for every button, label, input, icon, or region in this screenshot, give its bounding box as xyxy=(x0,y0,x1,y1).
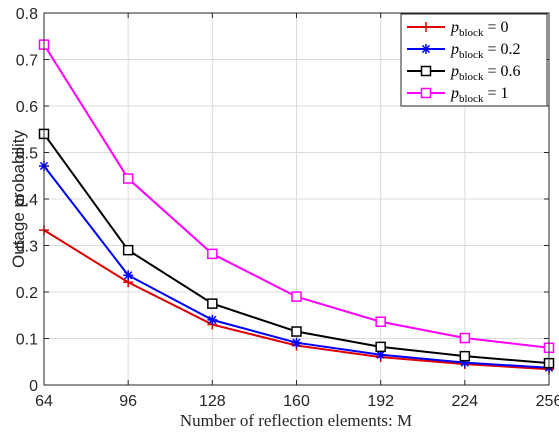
legend-label: pblock = 0 xyxy=(450,19,508,39)
square-marker xyxy=(375,341,386,353)
y-axis-title: Outage probability xyxy=(9,130,28,268)
series-0-2 xyxy=(39,160,554,373)
square-marker xyxy=(207,298,218,309)
square-marker xyxy=(291,291,302,302)
square-marker xyxy=(122,173,134,184)
y-tick-label: 0.4 xyxy=(16,192,38,209)
square-marker xyxy=(207,248,218,260)
asterisk-marker xyxy=(421,44,431,54)
square-marker xyxy=(122,244,134,256)
asterisk-marker xyxy=(123,270,134,281)
y-tick-label: 0.3 xyxy=(16,239,38,256)
x-tick-label: 192 xyxy=(367,393,394,410)
legend-item: pblock = 0.2 xyxy=(407,41,520,61)
square-marker xyxy=(375,316,386,328)
x-tick-label: 224 xyxy=(451,393,478,410)
y-tick-label: 0.1 xyxy=(16,332,38,349)
asterisk-marker xyxy=(375,349,386,360)
legend-item: pblock = 0 xyxy=(407,19,508,39)
asterisk-marker xyxy=(207,314,218,325)
y-tick-label: 0 xyxy=(29,378,38,395)
x-axis-title: Number of reflection elements: M xyxy=(180,411,412,430)
square-marker xyxy=(420,65,432,77)
square-marker xyxy=(291,326,302,337)
y-tick-label: 0.6 xyxy=(16,99,38,116)
plus-marker xyxy=(421,22,431,32)
x-tick-label: 256 xyxy=(536,393,559,410)
legend-label: pblock = 0.2 xyxy=(450,41,520,61)
asterisk-marker xyxy=(459,357,470,368)
y-tick-label: 0.2 xyxy=(16,285,38,302)
legend-item: pblock = 0.6 xyxy=(407,63,520,83)
y-tick-label: 0.8 xyxy=(16,6,38,23)
y-tick-label: 0.7 xyxy=(16,53,38,70)
x-tick-label: 128 xyxy=(199,393,226,410)
square-marker xyxy=(459,332,471,344)
square-marker xyxy=(459,350,471,362)
legend-label: pblock = 1 xyxy=(450,85,508,105)
y-tick-label: 0.5 xyxy=(16,146,38,163)
legend-item: pblock = 1 xyxy=(407,85,508,105)
asterisk-marker xyxy=(291,337,302,348)
x-tick-label: 96 xyxy=(119,393,137,410)
square-marker xyxy=(420,87,432,99)
legend-label: pblock = 0.6 xyxy=(450,63,520,83)
x-tick-label: 160 xyxy=(283,393,310,410)
x-tick-label: 64 xyxy=(35,393,53,410)
